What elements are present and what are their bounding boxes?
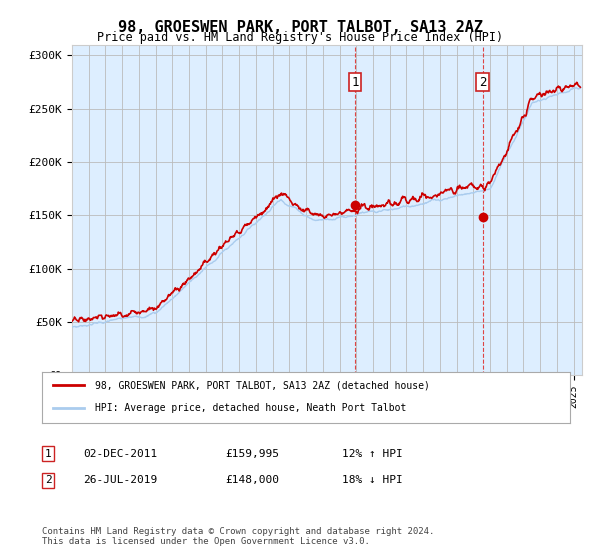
- Text: Price paid vs. HM Land Registry's House Price Index (HPI): Price paid vs. HM Land Registry's House …: [97, 31, 503, 44]
- Text: 12% ↑ HPI: 12% ↑ HPI: [341, 449, 403, 459]
- Text: 98, GROESWEN PARK, PORT TALBOT, SA13 2AZ: 98, GROESWEN PARK, PORT TALBOT, SA13 2AZ: [118, 20, 482, 35]
- Text: 1: 1: [351, 76, 359, 88]
- Text: Contains HM Land Registry data © Crown copyright and database right 2024.
This d: Contains HM Land Registry data © Crown c…: [42, 526, 434, 546]
- Text: 2: 2: [479, 76, 487, 88]
- Text: 02-DEC-2011: 02-DEC-2011: [83, 449, 157, 459]
- Text: 26-JUL-2019: 26-JUL-2019: [83, 475, 157, 486]
- Text: £148,000: £148,000: [225, 475, 279, 486]
- Text: 18% ↓ HPI: 18% ↓ HPI: [341, 475, 403, 486]
- Text: 98, GROESWEN PARK, PORT TALBOT, SA13 2AZ (detached house): 98, GROESWEN PARK, PORT TALBOT, SA13 2AZ…: [95, 380, 430, 390]
- Text: 2: 2: [44, 475, 52, 486]
- Text: HPI: Average price, detached house, Neath Port Talbot: HPI: Average price, detached house, Neat…: [95, 403, 406, 413]
- Text: £159,995: £159,995: [225, 449, 279, 459]
- Text: 1: 1: [44, 449, 52, 459]
